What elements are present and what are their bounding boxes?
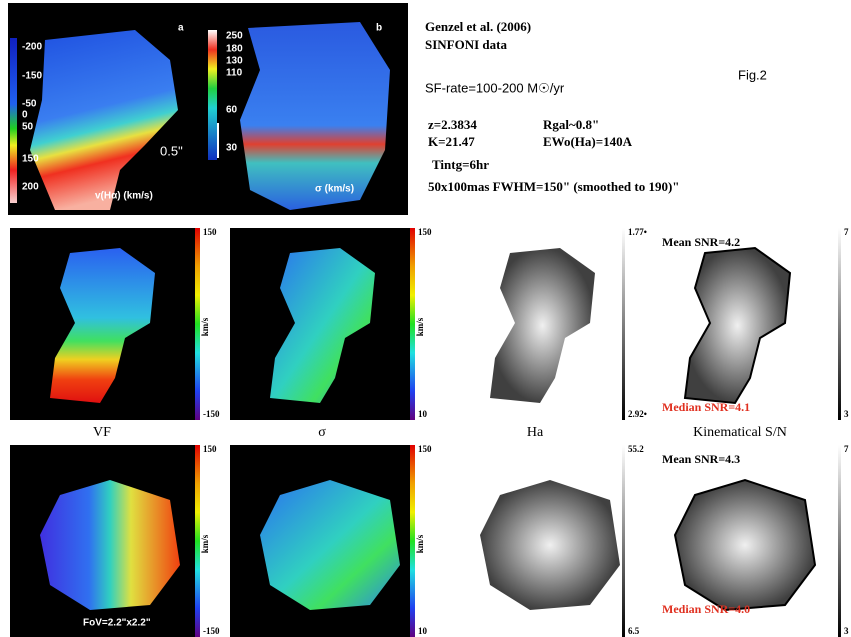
colorbar-label: 50 xyxy=(22,122,34,133)
dispersion-map xyxy=(270,248,375,403)
fov-label: FoV=2.2"x2.2" xyxy=(83,618,151,629)
colorbar-label: 3 xyxy=(844,626,849,636)
colorbar xyxy=(10,38,17,203)
colorbar-label: 3 xyxy=(844,409,849,419)
colorbar-label: 130 xyxy=(226,56,243,67)
resolution: 50x100mas FWHM=150" (smoothed to 190)" xyxy=(428,179,680,194)
colorbar-label: 150 xyxy=(203,227,217,237)
reference: Genzel et al. (2006) xyxy=(425,19,531,34)
colorbar xyxy=(410,445,415,637)
colorbar-label: 10 xyxy=(418,409,428,419)
ew: EWo(Ha)=140A xyxy=(543,134,633,149)
colorbar-label: 250 xyxy=(226,31,243,42)
panel-label: b xyxy=(376,23,382,34)
colorbar-label: 2.92• xyxy=(628,409,647,419)
ha-map xyxy=(480,480,620,610)
dispersion-map xyxy=(240,22,390,210)
colorbar xyxy=(208,30,217,160)
mean-snr: Mean SNR=4.2 xyxy=(662,235,740,249)
velocity-map xyxy=(40,480,180,610)
colorbar-unit: km/s xyxy=(415,534,425,553)
fig-label: Fig.2 xyxy=(738,67,767,82)
colorbar-label: 10 xyxy=(418,626,428,636)
colorbar-label: 150 xyxy=(22,154,39,165)
mean-snr: Mean SNR=4.3 xyxy=(662,452,740,466)
rgal: Rgal~0.8" xyxy=(543,117,599,132)
axis-label: σ (km/s) xyxy=(315,184,354,195)
snr-map xyxy=(673,478,817,612)
ha-map xyxy=(490,248,595,403)
colorbar xyxy=(622,228,625,420)
colorbar-label: -50 xyxy=(22,99,37,110)
colorbar-label: 0 xyxy=(22,110,28,121)
integration: Tintg=6hr xyxy=(432,157,489,172)
panel-caption: VF xyxy=(93,425,111,440)
colorbar-label: 200 xyxy=(22,182,39,193)
panel-caption: σ xyxy=(318,425,326,440)
colorbar xyxy=(622,445,625,637)
colorbar-unit: km/s xyxy=(200,317,210,336)
colorbar xyxy=(195,445,200,637)
k-mag: K=21.47 xyxy=(428,134,475,149)
colorbar-label: -150 xyxy=(203,626,220,636)
colorbar-label: 150 xyxy=(418,227,432,237)
colorbar-label: 180 xyxy=(226,44,243,55)
velocity-map xyxy=(30,30,178,210)
colorbar-unit: km/s xyxy=(200,534,210,553)
colorbar xyxy=(195,228,200,420)
colorbar-label: -200 xyxy=(22,42,42,53)
colorbar-label: -150 xyxy=(203,409,220,419)
colorbar-label: 7 xyxy=(844,444,849,454)
axis-label: v(Hα) (km/s) xyxy=(95,191,153,202)
colorbar-label: 60 xyxy=(226,105,238,116)
colorbar-label: 150 xyxy=(418,444,432,454)
colorbar-label: 55.2 xyxy=(628,444,644,454)
panel-caption: Kinematical S/N xyxy=(693,425,787,440)
redshift: z=2.3834 xyxy=(428,117,477,132)
colorbar-label: 1.77• xyxy=(628,227,647,237)
panel-label: a xyxy=(178,23,184,34)
colorbar-label: 30 xyxy=(226,143,238,154)
median-snr: Median SNR=4.0 xyxy=(662,602,750,616)
colorbar xyxy=(838,445,841,637)
dispersion-map xyxy=(260,480,400,610)
colorbar-label: -150 xyxy=(22,71,42,82)
colorbar xyxy=(838,228,841,420)
sf-rate: SF-rate=100-200 M☉/yr xyxy=(425,80,565,95)
velocity-map xyxy=(50,248,155,403)
colorbar-label: 6.5 xyxy=(628,626,640,636)
colorbar xyxy=(410,228,415,420)
data-source: SINFONI data xyxy=(425,37,507,52)
colorbar-label: 7 xyxy=(844,227,849,237)
median-snr: Median SNR=4.1 xyxy=(662,400,750,414)
scale-label: 0.5" xyxy=(160,143,183,158)
colorbar-label: 110 xyxy=(226,68,243,79)
colorbar-unit: km/s xyxy=(415,317,425,336)
panel-caption: Ha xyxy=(527,425,544,440)
colorbar-label: 150 xyxy=(203,444,217,454)
snr-map xyxy=(683,246,792,405)
